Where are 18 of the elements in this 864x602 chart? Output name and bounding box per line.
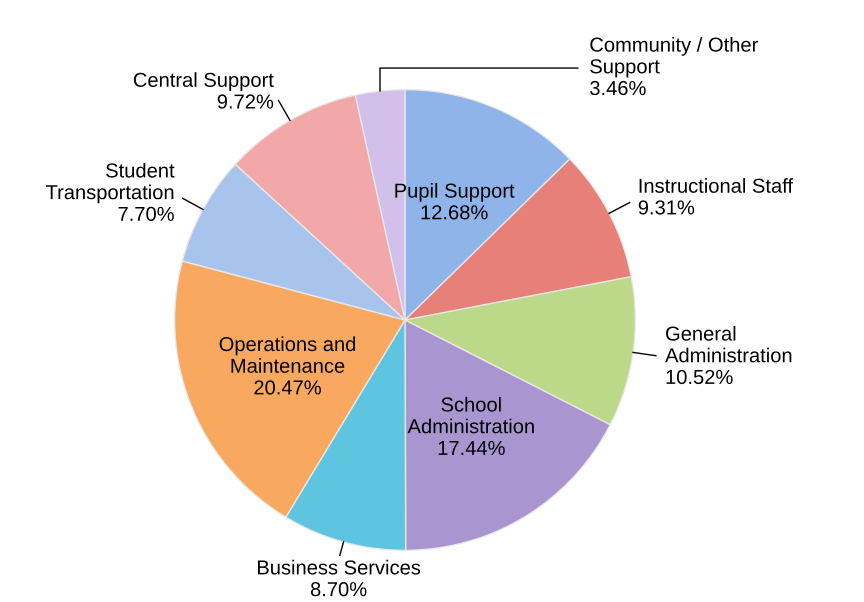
- slice-label: Operations and Maintenance: [220, 336, 356, 373]
- data-label: 9.72%: [218, 94, 274, 109]
- data-label: 9.31%: [638, 200, 694, 215]
- slice-label: Student Transportation: [46, 162, 174, 204]
- slice-label: Central Support: [134, 72, 274, 91]
- data-label: 8.70%: [310, 582, 366, 596]
- slice-label: Instructional Staff: [640, 178, 794, 193]
- data-label: 7.70%: [118, 206, 174, 221]
- slice-label: Business Services: [258, 560, 420, 575]
- data-label: 12.68%: [422, 205, 488, 220]
- data-label: 17.44%: [438, 440, 505, 455]
- slice-label: Community / Other Support: [590, 36, 758, 78]
- data-label: 10.52%: [666, 370, 733, 384]
- data-label: 3.46%: [590, 80, 646, 96]
- slice-label: School Administration: [408, 396, 534, 434]
- slice-label: General Administration: [665, 326, 792, 362]
- slice-label: Pupil Support: [395, 182, 514, 202]
- data-label: 20.47%: [254, 380, 321, 395]
